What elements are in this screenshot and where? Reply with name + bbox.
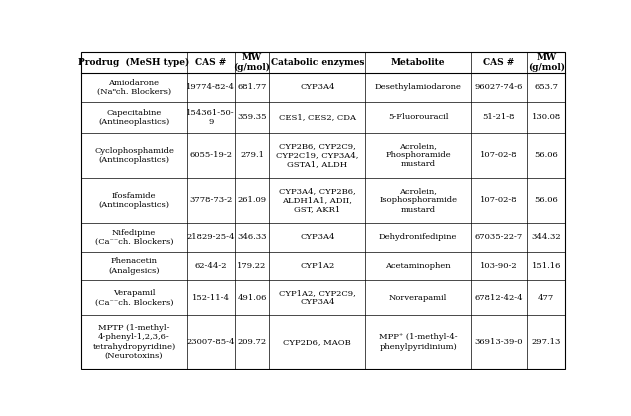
Text: 23007-85-4: 23007-85-4 — [187, 338, 235, 346]
Text: 103-90-2: 103-90-2 — [480, 262, 517, 270]
Text: Acetaminophen: Acetaminophen — [386, 262, 451, 270]
Text: 56.06: 56.06 — [534, 196, 558, 204]
Text: 107-02-8: 107-02-8 — [480, 196, 517, 204]
Text: 96027-74-6: 96027-74-6 — [475, 84, 523, 92]
Text: CYP1A2, CYP2C9,
CYP3A4: CYP1A2, CYP2C9, CYP3A4 — [279, 289, 356, 307]
Text: Capecitabine
(Antineoplastics): Capecitabine (Antineoplastics) — [98, 109, 170, 126]
Text: CYP2B6, CYP2C9,
CYP2C19, CYP3A4,
GSTA1, ALDH: CYP2B6, CYP2C9, CYP2C19, CYP3A4, GSTA1, … — [276, 142, 358, 168]
Text: 477: 477 — [538, 294, 555, 302]
Text: Ifosfamide
(Antincoplastics): Ifosfamide (Antincoplastics) — [98, 192, 170, 209]
Text: 151.16: 151.16 — [531, 262, 561, 270]
Text: 359.35: 359.35 — [237, 113, 267, 121]
Text: 5-Fluorouracil: 5-Fluorouracil — [388, 113, 449, 121]
Text: 62-44-2: 62-44-2 — [194, 262, 227, 270]
Text: MPTP (1-methyl-
4-phenyl-1,2,3,6-
tetrahydropyridine)
(Neurotoxins): MPTP (1-methyl- 4-phenyl-1,2,3,6- tetrah… — [92, 324, 175, 360]
Text: CYP3A4: CYP3A4 — [300, 233, 334, 241]
Text: 56.06: 56.06 — [534, 151, 558, 159]
Text: 36913-39-0: 36913-39-0 — [475, 338, 523, 346]
Text: 19774-82-4: 19774-82-4 — [186, 84, 235, 92]
Text: MW
(g/mol): MW (g/mol) — [233, 52, 271, 72]
Text: 154361-50-
9: 154361-50- 9 — [187, 109, 235, 126]
Text: 179.22: 179.22 — [237, 262, 267, 270]
Text: MW
(g/mol): MW (g/mol) — [528, 52, 565, 72]
Text: 209.72: 209.72 — [237, 338, 267, 346]
Text: Desethylamiodarone: Desethylamiodarone — [375, 84, 461, 92]
Text: Acrolein,
Isophosphoramide
mustard: Acrolein, Isophosphoramide mustard — [379, 187, 457, 213]
Text: 67812-42-4: 67812-42-4 — [475, 294, 523, 302]
Text: 6055-19-2: 6055-19-2 — [189, 151, 232, 159]
Text: Amiodarone
(Naᶛch. Blockers): Amiodarone (Naᶛch. Blockers) — [97, 79, 171, 96]
Text: Norverapamil: Norverapamil — [389, 294, 447, 302]
Text: 107-02-8: 107-02-8 — [480, 151, 517, 159]
Text: 152-11-4: 152-11-4 — [192, 294, 230, 302]
Text: 344.32: 344.32 — [531, 233, 561, 241]
Text: Dehydronifedipine: Dehydronifedipine — [379, 233, 457, 241]
Text: 653.7: 653.7 — [534, 84, 558, 92]
Text: Metabolite: Metabolite — [391, 58, 445, 67]
Text: CAS #: CAS # — [195, 58, 227, 67]
Text: CAS #: CAS # — [483, 58, 514, 67]
Text: 279.1: 279.1 — [240, 151, 264, 159]
Text: Nifedipine
(Ca⁻⁻ch. Blockers): Nifedipine (Ca⁻⁻ch. Blockers) — [95, 229, 173, 246]
Text: Acrolein,
Phosphoramide
mustard: Acrolein, Phosphoramide mustard — [386, 142, 451, 168]
Text: CES1, CES2, CDA: CES1, CES2, CDA — [279, 113, 356, 121]
Text: 681.77: 681.77 — [237, 84, 267, 92]
Text: CYP1A2: CYP1A2 — [300, 262, 334, 270]
Text: 67035-22-7: 67035-22-7 — [475, 233, 523, 241]
Text: 51-21-8: 51-21-8 — [483, 113, 515, 121]
Text: Catabolic enzymes: Catabolic enzymes — [271, 58, 364, 67]
Text: CYP2D6, MAOB: CYP2D6, MAOB — [283, 338, 351, 346]
Text: CYP3A4: CYP3A4 — [300, 84, 334, 92]
Text: 130.08: 130.08 — [532, 113, 561, 121]
Text: MPP⁺ (1-methyl-4-
phenylpyridinium): MPP⁺ (1-methyl-4- phenylpyridinium) — [379, 333, 457, 351]
Text: Phenacetin
(Analgesics): Phenacetin (Analgesics) — [108, 258, 160, 275]
Text: 491.06: 491.06 — [237, 294, 267, 302]
Text: 261.09: 261.09 — [237, 196, 267, 204]
Text: Cyclophosphamide
(Antincoplastics): Cyclophosphamide (Antincoplastics) — [94, 146, 174, 164]
Text: 297.13: 297.13 — [531, 338, 561, 346]
Text: 346.33: 346.33 — [237, 233, 267, 241]
Text: 3778-73-2: 3778-73-2 — [189, 196, 232, 204]
Text: Prodrug  (MeSH type): Prodrug (MeSH type) — [78, 58, 189, 67]
Text: CYP3A4, CYP2B6,
ALDH1A1, ADII,
GST, AKR1: CYP3A4, CYP2B6, ALDH1A1, ADII, GST, AKR1 — [279, 187, 356, 213]
Text: Verapamil
(Ca⁻⁻ch. Blockers): Verapamil (Ca⁻⁻ch. Blockers) — [95, 289, 173, 307]
Text: 21829-25-4: 21829-25-4 — [187, 233, 235, 241]
